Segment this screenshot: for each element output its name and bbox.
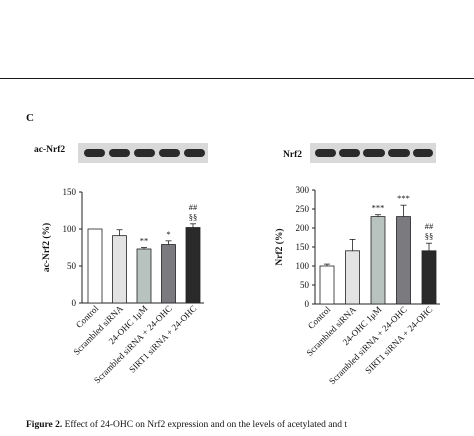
significance-label: * [166,229,170,239]
blot-label-nrf2: Nrf2 [283,150,302,160]
y-tick-label: 100 [63,224,77,234]
blot-label-ac-nrf2: ac-Nrf2 [34,145,66,155]
bar [345,250,360,305]
bar [112,235,127,304]
blot-band [315,149,336,157]
y-tick-label: 0 [305,299,310,309]
y-tick-label: 150 [296,242,310,252]
blot-band [413,149,433,157]
bar [370,216,386,305]
significance-label: ## [189,202,198,212]
blot-band [159,149,180,157]
figure-caption: Figure 2. Effect of 24-OHC on Nrf2 expre… [26,420,474,430]
bar [396,216,411,305]
y-axis-label: Nrf2 (%) [274,228,285,265]
y-tick-label: 300 [296,185,310,195]
significance-label: ** [140,236,149,246]
significance-label: §§ [425,231,434,241]
blot-band [109,149,130,157]
blot-band [388,149,410,157]
panel-letter: C [26,112,34,124]
western-blot-ac-nrf2 [78,143,208,163]
bar [319,265,335,305]
significance-label: *** [397,193,410,203]
y-tick-label: 100 [296,261,310,271]
y-tick-label: 0 [72,298,77,308]
bar [185,227,201,304]
bar [136,248,152,304]
header-rule [0,78,474,79]
significance-label: §§ [189,212,198,222]
bar [87,228,103,304]
western-blot-nrf2 [310,143,436,163]
bar [421,250,437,305]
bar [161,244,176,304]
blot-band [184,149,205,157]
significance-label: ## [425,221,434,231]
blot-band [363,149,385,157]
y-axis-label: ac-Nrf2 (%) [41,223,52,272]
y-tick-label: 150 [63,187,77,197]
blot-band [84,149,105,157]
significance-label: *** [372,203,385,213]
blot-band [339,149,360,157]
caption-label: Figure 2. [26,420,63,430]
caption-text: Effect of 24-OHC on Nrf2 expression and … [64,420,347,430]
blot-band [134,149,155,157]
y-tick-label: 50 [67,261,77,271]
y-tick-label: 200 [296,223,310,233]
y-tick-label: 250 [296,204,310,214]
y-tick-label: 50 [300,280,310,290]
